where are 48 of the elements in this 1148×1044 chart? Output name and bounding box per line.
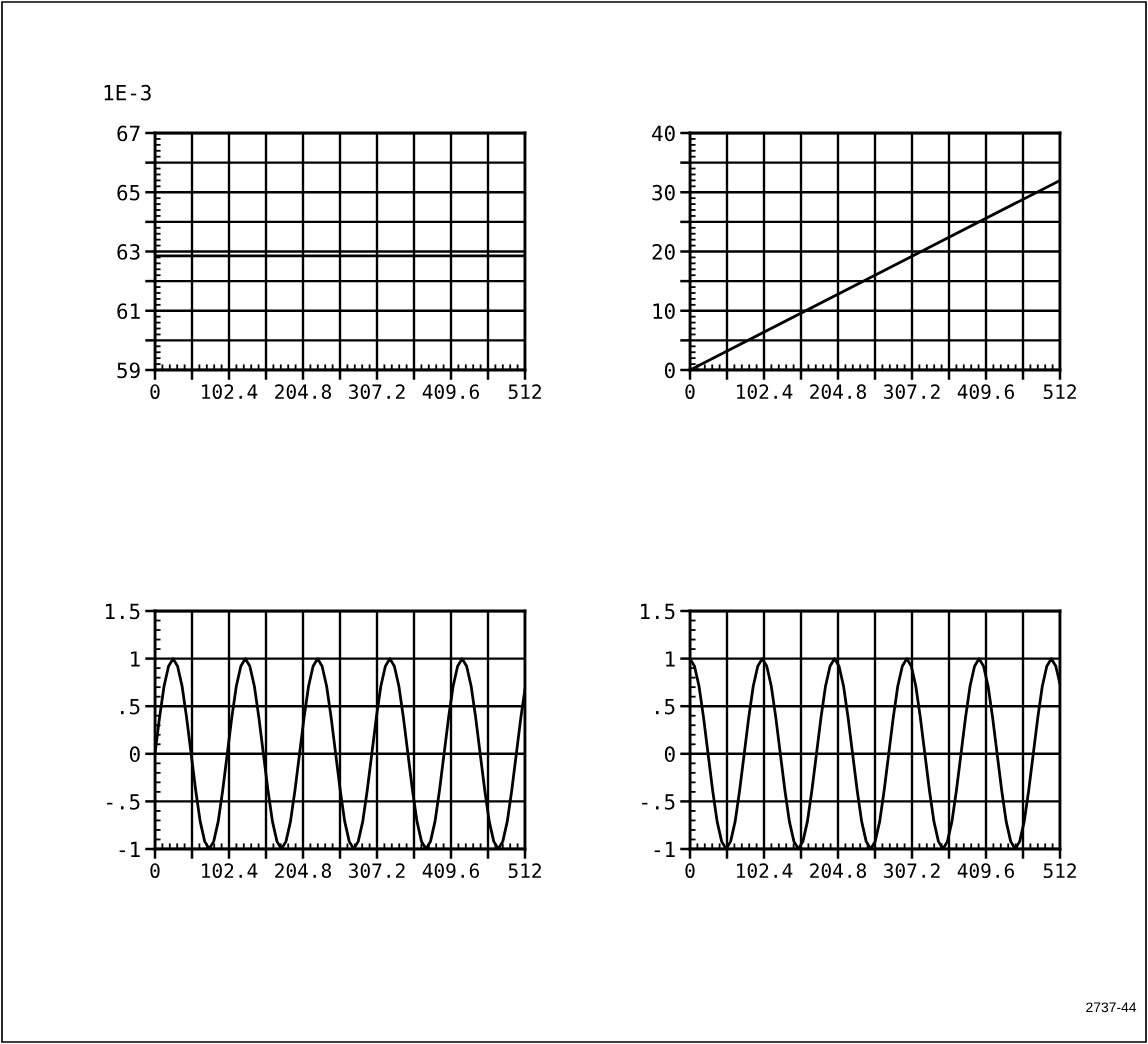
y-tick-label: .5 (121, 698, 140, 715)
y-tick-label: 1.5 (105, 603, 140, 620)
x-tick-label: 307.2 (884, 863, 940, 879)
x-tick-label: 512 (508, 863, 541, 879)
y-tick-label: -.5 (107, 794, 140, 810)
x-tick-label: 512 (508, 384, 541, 400)
x-tick-label: 0 (685, 863, 695, 879)
x-tick-label: 204.8 (810, 863, 867, 879)
x-tick-label: 204.8 (810, 384, 867, 400)
y-tick-label: 1 (666, 651, 675, 667)
y-tick-label: 61 (117, 303, 140, 320)
y-tick-label: 1 (131, 651, 140, 667)
x-tick-label: 102.4 (737, 384, 793, 400)
y-tick-label: 40 (652, 125, 675, 142)
x-tick-label: 409.6 (957, 384, 1015, 400)
y-tick-label: 67 (117, 125, 140, 142)
y-tick-label: -1 (654, 841, 675, 857)
x-tick-label: 102.4 (737, 863, 793, 879)
y-tick-label: 1.5 (640, 603, 675, 620)
x-tick-label: 0 (150, 384, 160, 400)
x-tick-label: 204.8 (275, 384, 332, 400)
text: 2737-44 (1086, 1002, 1137, 1013)
y-tick-label: .5 (656, 698, 675, 715)
y-tick-label: 0 (664, 746, 675, 763)
y-tick-label: 10 (653, 303, 675, 320)
x-tick-label: 512 (1043, 384, 1076, 400)
y-tick-label: 63 (117, 244, 140, 260)
x-tick-label: 512 (1043, 863, 1076, 879)
x-tick-label: 0 (685, 384, 695, 400)
x-tick-label: 102.4 (202, 384, 258, 400)
y-tick-label: 65 (117, 184, 140, 201)
y-tick-label: 20 (652, 244, 675, 260)
y-tick-label: -.5 (642, 794, 675, 810)
x-tick-label: 0 (150, 863, 160, 879)
y-tick-label: -1 (119, 841, 140, 857)
x-tick-label: 409.6 (957, 863, 1015, 879)
y-tick-label: 59 (117, 362, 140, 379)
x-tick-label: 307.2 (349, 863, 405, 879)
y-tick-label: 30 (652, 184, 675, 201)
x-tick-label: 307.2 (884, 384, 940, 400)
y-tick-label: 0 (129, 746, 140, 763)
x-tick-label: 204.8 (275, 863, 332, 879)
x-tick-label: 409.6 (422, 863, 480, 879)
y-axis-title: 1E-3 (104, 84, 151, 101)
y-tick-label: 0 (664, 362, 675, 379)
x-tick-label: 102.4 (202, 863, 258, 879)
x-tick-label: 307.2 (349, 384, 405, 400)
x-tick-label: 409.6 (422, 384, 480, 400)
